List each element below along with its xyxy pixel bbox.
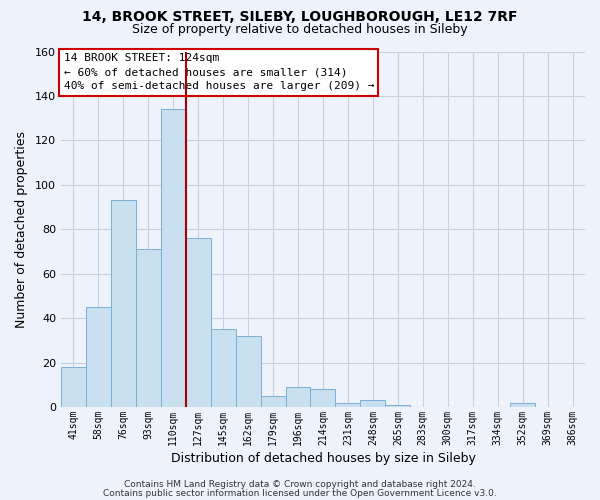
Bar: [510, 402, 535, 407]
Bar: [260, 396, 286, 407]
Bar: [310, 390, 335, 407]
Bar: [286, 387, 310, 407]
Y-axis label: Number of detached properties: Number of detached properties: [15, 131, 28, 328]
Text: Contains public sector information licensed under the Open Government Licence v3: Contains public sector information licen…: [103, 488, 497, 498]
Bar: [161, 110, 186, 407]
Bar: [361, 400, 385, 407]
Bar: [186, 238, 211, 407]
Text: 14 BROOK STREET: 124sqm
← 60% of detached houses are smaller (314)
40% of semi-d: 14 BROOK STREET: 124sqm ← 60% of detache…: [64, 54, 374, 92]
Bar: [61, 367, 86, 407]
Text: Size of property relative to detached houses in Sileby: Size of property relative to detached ho…: [132, 22, 468, 36]
Bar: [335, 402, 361, 407]
Bar: [385, 405, 410, 407]
Text: 14, BROOK STREET, SILEBY, LOUGHBOROUGH, LE12 7RF: 14, BROOK STREET, SILEBY, LOUGHBOROUGH, …: [82, 10, 518, 24]
Bar: [86, 307, 111, 407]
Bar: [236, 336, 260, 407]
Bar: [211, 330, 236, 407]
X-axis label: Distribution of detached houses by size in Sileby: Distribution of detached houses by size …: [170, 452, 475, 465]
Bar: [136, 250, 161, 407]
Bar: [111, 200, 136, 407]
Text: Contains HM Land Registry data © Crown copyright and database right 2024.: Contains HM Land Registry data © Crown c…: [124, 480, 476, 489]
